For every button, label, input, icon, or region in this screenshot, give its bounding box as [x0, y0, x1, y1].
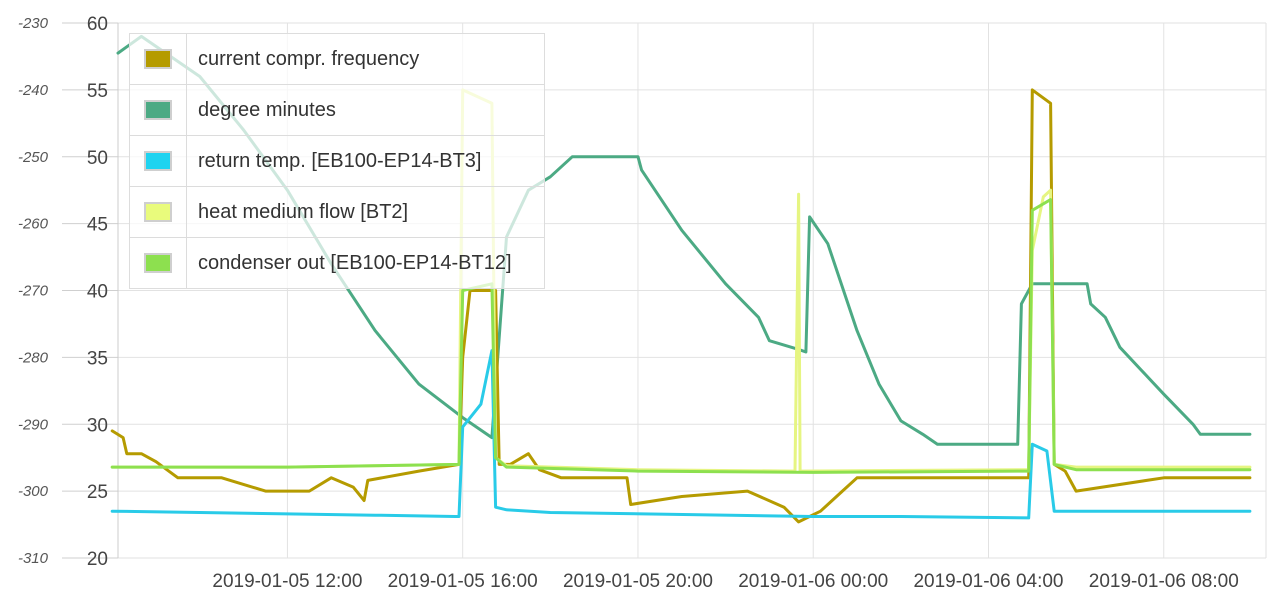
y-right-tick-label: 45: [87, 215, 108, 236]
y-right-tick-label: 25: [87, 482, 108, 503]
legend-swatch-degree-minutes: [144, 100, 172, 120]
y-left-tick-label: -300: [18, 483, 49, 500]
legend-item-heat-medium-flow[interactable]: heat medium flow [BT2]: [130, 186, 544, 237]
y-left-tick-label: -240: [18, 82, 49, 99]
legend: current compr. frequency degree minutes …: [129, 33, 545, 289]
y-left-tick-label: -270: [18, 283, 49, 300]
legend-label: degree minutes: [198, 98, 336, 121]
x-tick-label: 2019-01-05 20:00: [563, 571, 713, 592]
legend-swatch-return-temp: [144, 151, 172, 171]
y-left-tick-label: -290: [18, 416, 49, 433]
legend-item-condenser-out[interactable]: condenser out [EB100-EP14-BT12]: [130, 237, 544, 288]
legend-swatch-heat-medium-flow: [144, 202, 172, 222]
y-left-tick-label: -250: [18, 149, 49, 166]
y-right-tick-label: 30: [87, 415, 108, 436]
y-right-tick-label: 20: [87, 549, 108, 570]
series-line-return-temp-eb100-ep14-bt3: [110, 349, 1252, 520]
axes: 60 -230 55 -240 50 -250 45 -260 40 -270 35 -280 30 -2…: [18, 14, 1267, 592]
x-tick-label: 2019-01-05 16:00: [388, 571, 538, 592]
legend-swatch-current-compr-frequency: [144, 49, 172, 69]
series-line-degree-minutes: [116, 34, 1252, 446]
legend-label: heat medium flow [BT2]: [198, 200, 409, 223]
legend-label: return temp. [EB100-EP14-BT3]: [198, 149, 482, 172]
y-right-tick-label: 50: [87, 148, 108, 169]
x-tick-label: 2019-01-06 08:00: [1089, 571, 1239, 592]
legend-item-return-temp[interactable]: return temp. [EB100-EP14-BT3]: [130, 135, 544, 186]
y-right-tick-label: 35: [87, 348, 108, 369]
series-line-condenser-out-eb100-ep14-bt12: [110, 198, 1252, 474]
legend-swatch-condenser-out: [144, 253, 172, 273]
y-left-tick-label: -280: [18, 349, 49, 366]
x-tick-label: 2019-01-06 00:00: [738, 571, 888, 592]
y-left-tick-label: -310: [18, 550, 49, 567]
y-left-tick-label: -260: [18, 216, 49, 233]
y-right-tick-label: 60: [87, 14, 108, 35]
x-tick-label: 2019-01-06 04:00: [913, 571, 1063, 592]
legend-label: current compr. frequency: [198, 47, 420, 70]
legend-item-current-compr-frequency[interactable]: current compr. frequency: [130, 34, 544, 84]
y-left-tick-label: -230: [18, 15, 49, 32]
legend-label: condenser out [EB100-EP14-BT12]: [198, 251, 512, 274]
y-right-tick-label: 55: [87, 81, 108, 102]
y-right-tick-label: 40: [87, 282, 108, 303]
x-tick-label: 2019-01-05 12:00: [212, 571, 362, 592]
legend-item-degree-minutes[interactable]: degree minutes: [130, 84, 544, 135]
